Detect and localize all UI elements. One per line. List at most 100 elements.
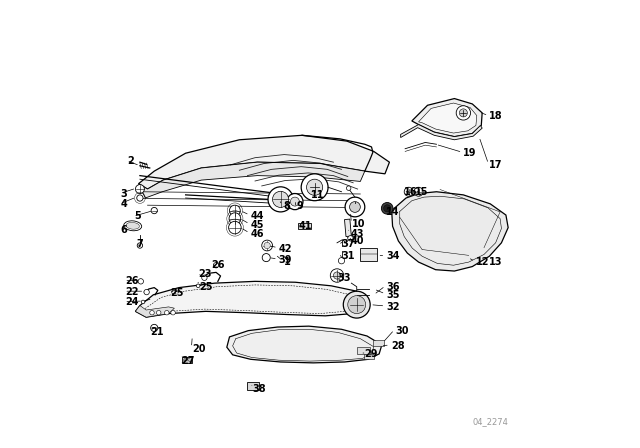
Circle shape xyxy=(456,106,470,120)
Text: 32: 32 xyxy=(387,302,400,312)
Text: 37: 37 xyxy=(342,239,355,249)
Text: 5: 5 xyxy=(134,211,141,221)
Circle shape xyxy=(333,272,340,279)
Circle shape xyxy=(273,191,289,207)
Circle shape xyxy=(339,258,345,264)
Circle shape xyxy=(138,279,143,284)
Circle shape xyxy=(156,310,161,315)
Bar xyxy=(364,354,374,359)
Text: 26: 26 xyxy=(125,276,139,286)
Circle shape xyxy=(330,269,344,282)
Bar xyxy=(182,357,192,363)
Polygon shape xyxy=(412,99,482,137)
Circle shape xyxy=(307,179,323,195)
Circle shape xyxy=(343,291,370,318)
Text: 25: 25 xyxy=(199,282,212,292)
Text: 42: 42 xyxy=(279,244,292,254)
Polygon shape xyxy=(138,135,389,189)
Text: 13: 13 xyxy=(490,257,503,267)
Text: 10: 10 xyxy=(352,219,365,229)
Text: 28: 28 xyxy=(391,341,404,351)
Text: 17: 17 xyxy=(490,160,503,170)
Text: 9: 9 xyxy=(297,201,303,211)
Circle shape xyxy=(144,289,149,295)
Circle shape xyxy=(460,109,467,117)
Text: 43: 43 xyxy=(351,229,364,239)
Text: 04_2274: 04_2274 xyxy=(472,418,508,426)
Polygon shape xyxy=(419,103,477,133)
Ellipse shape xyxy=(126,222,140,229)
Bar xyxy=(356,347,370,354)
Circle shape xyxy=(414,187,423,196)
Circle shape xyxy=(264,242,270,249)
Text: 39: 39 xyxy=(279,255,292,265)
Text: 24: 24 xyxy=(125,297,139,307)
Text: 44: 44 xyxy=(250,211,264,221)
Circle shape xyxy=(291,197,300,206)
Circle shape xyxy=(345,197,365,217)
Circle shape xyxy=(230,205,240,216)
Text: 3: 3 xyxy=(120,189,127,198)
Text: 23: 23 xyxy=(198,269,212,279)
Text: 18: 18 xyxy=(490,112,503,121)
Polygon shape xyxy=(392,192,508,271)
Circle shape xyxy=(141,300,145,304)
Text: 34: 34 xyxy=(387,251,400,261)
Text: 22: 22 xyxy=(125,287,139,297)
Text: 36: 36 xyxy=(387,282,400,292)
Text: 30: 30 xyxy=(396,326,409,336)
Circle shape xyxy=(404,187,413,196)
Text: 26: 26 xyxy=(212,260,225,270)
Polygon shape xyxy=(136,281,367,317)
Text: 16: 16 xyxy=(404,187,418,197)
Circle shape xyxy=(262,254,270,262)
Polygon shape xyxy=(136,306,174,317)
Text: 14: 14 xyxy=(387,207,400,217)
Text: 20: 20 xyxy=(192,344,206,353)
Circle shape xyxy=(287,194,303,210)
Text: 4: 4 xyxy=(120,199,127,209)
Circle shape xyxy=(348,236,353,241)
Circle shape xyxy=(171,310,175,315)
Circle shape xyxy=(196,284,200,288)
Text: 31: 31 xyxy=(342,251,355,261)
Circle shape xyxy=(346,186,351,190)
Text: 27: 27 xyxy=(181,356,195,366)
Circle shape xyxy=(164,310,169,315)
Ellipse shape xyxy=(124,221,141,231)
Circle shape xyxy=(150,324,158,332)
Circle shape xyxy=(228,221,241,234)
Circle shape xyxy=(136,185,145,194)
Text: 33: 33 xyxy=(337,273,351,283)
Text: 45: 45 xyxy=(250,220,264,230)
Polygon shape xyxy=(227,326,382,363)
Bar xyxy=(298,223,311,229)
Circle shape xyxy=(202,275,207,280)
Text: 21: 21 xyxy=(150,327,164,336)
Polygon shape xyxy=(401,125,482,140)
Circle shape xyxy=(301,174,328,201)
Circle shape xyxy=(150,310,154,315)
Circle shape xyxy=(172,290,175,294)
Text: 6: 6 xyxy=(120,225,127,235)
Circle shape xyxy=(383,205,391,212)
Circle shape xyxy=(151,207,157,214)
Bar xyxy=(248,382,259,390)
Circle shape xyxy=(262,240,273,251)
Circle shape xyxy=(137,243,143,248)
Circle shape xyxy=(381,202,393,214)
Circle shape xyxy=(229,213,241,224)
Text: 38: 38 xyxy=(252,384,266,394)
Text: 15: 15 xyxy=(415,187,428,197)
Text: 35: 35 xyxy=(387,290,400,300)
Polygon shape xyxy=(138,162,365,198)
Text: 19: 19 xyxy=(463,148,477,158)
Circle shape xyxy=(137,195,143,201)
Circle shape xyxy=(268,187,293,212)
Text: 25: 25 xyxy=(170,289,184,298)
Text: 8: 8 xyxy=(284,201,290,211)
Text: 41: 41 xyxy=(298,221,312,231)
Bar xyxy=(344,219,351,237)
Circle shape xyxy=(348,296,365,314)
Text: 12: 12 xyxy=(476,257,490,267)
